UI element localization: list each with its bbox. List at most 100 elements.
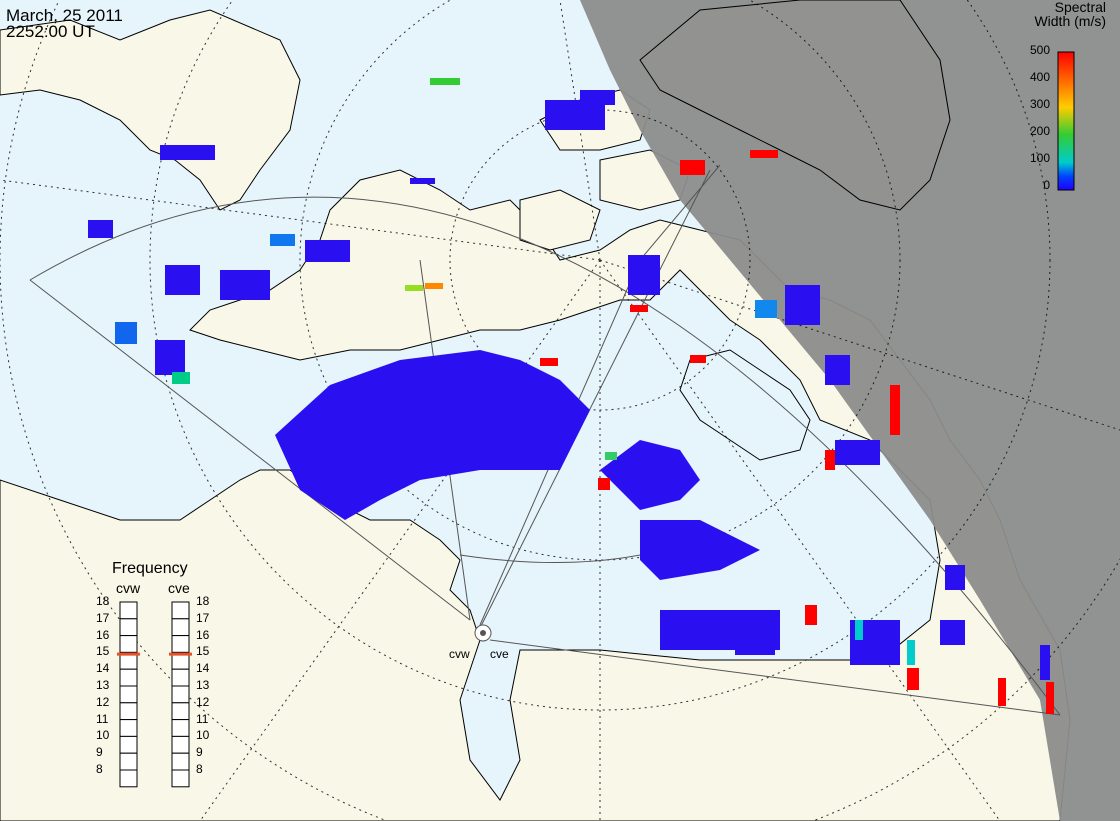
freq-scale-cell-cvw: [119, 601, 138, 620]
echo-east-2: [825, 355, 850, 385]
colorbar-tick: 200: [1029, 124, 1050, 138]
frequency-scales: [117, 601, 192, 788]
echo-alaska-2: [410, 178, 435, 184]
freq-tick-label-cve: 10: [196, 728, 210, 743]
echo-red-6: [907, 668, 919, 690]
freq-scale-cell-cve: [171, 601, 190, 620]
echo-cyan-2: [907, 640, 915, 665]
map-title: March, 25 2011 2252:00 UT: [6, 7, 123, 41]
meridian-2: [199, 259, 601, 821]
freq-scale-cell-cvw: [119, 685, 138, 704]
frequency-title: Frequency: [112, 560, 188, 577]
freq-scale-cell-cve: [171, 702, 190, 721]
echo-red-8: [1046, 682, 1054, 714]
freq-scale-cell-cvw: [119, 752, 138, 771]
greenland-outline: [639, 0, 951, 211]
colorbar-tick: 300: [1029, 97, 1050, 111]
echo-lightblue-3: [755, 300, 777, 318]
radar-site-dot: [480, 630, 486, 636]
echo-blob-central: [600, 440, 700, 510]
echo-red-1: [680, 160, 705, 175]
colorbar-gradient: [1057, 51, 1075, 191]
echo-east-1: [785, 285, 820, 325]
echo-red-12: [690, 355, 706, 363]
echo-bering-1: [155, 340, 185, 375]
freq-tick-label-cvw: 11: [96, 711, 109, 726]
freq-tick-label-cvw: 17: [96, 610, 110, 625]
freq-tick-label-cve: 12: [196, 694, 210, 709]
freq-tick-label-cve: 18: [196, 594, 210, 608]
freq-scale-cell-cve: [171, 719, 190, 737]
colorbar-tick: 0: [1043, 178, 1050, 192]
freq-tick-label-cvw: 15: [96, 644, 110, 659]
freq-scale-cell-cvw: [119, 635, 138, 653]
freq-scale-cell-cve: [171, 635, 190, 653]
fov-west-edge: [29, 279, 471, 621]
echo-bering-2: [220, 270, 270, 300]
freq-scale-cell-cve: [171, 735, 190, 754]
echo-lightblue-2: [115, 322, 137, 344]
freq-tick-label-cvw: 16: [96, 627, 110, 642]
freq-tick-label-cve: 15: [196, 644, 210, 659]
freq-tick-label-cvw: 10: [96, 728, 110, 743]
freq-tick-label-cve: 9: [196, 745, 203, 760]
echo-red-4: [825, 450, 835, 470]
radar-sites: cvw cve: [449, 624, 509, 661]
colorbar-title-line2: Width (m/s): [1034, 13, 1106, 29]
echo-green-2: [405, 285, 423, 291]
echo-chukchi: [88, 220, 113, 238]
echo-red-7: [998, 678, 1006, 706]
echo-band-4: [940, 620, 965, 645]
echo-band-3: [735, 620, 775, 655]
lat-circle-60: [149, 0, 1051, 711]
hudson-bay: [679, 349, 811, 461]
echo-red-9: [598, 478, 610, 490]
echo-lightblue-1: [270, 234, 295, 246]
fov-east-edge: [489, 639, 1061, 716]
freq-scale-cell-cvw: [119, 618, 138, 637]
high-width-echoes: [115, 78, 1054, 714]
echo-red-3: [890, 385, 900, 435]
echo-red-5: [805, 605, 817, 625]
echo-siberia: [160, 145, 215, 160]
freq-tick-label-cvw: 8: [96, 762, 103, 776]
freq-radar-cve: cve: [168, 580, 190, 596]
freq-scale-cell-cvw: [119, 719, 138, 737]
freq-scale-cell-cvw: [119, 769, 138, 788]
meridian-5: [599, 259, 1120, 431]
freq-tick-label-cve: 14: [196, 661, 210, 676]
freq-scale-cell-cve: [171, 685, 190, 704]
colorbar-tick: 500: [1029, 43, 1050, 57]
scatter-echoes: [88, 90, 1050, 680]
echo-red-11: [630, 305, 648, 312]
freq-tick-label-cve: 8: [196, 762, 203, 776]
meridian-1: [0, 179, 601, 261]
echo-east-4: [945, 565, 965, 590]
echo-blob-south: [640, 520, 760, 580]
echo-coast: [1040, 645, 1050, 680]
echo-arctic-2: [580, 90, 615, 105]
echo-red-2: [750, 150, 778, 158]
colorbar-tick: 100: [1029, 151, 1050, 165]
echo-alaska-1: [305, 240, 350, 262]
fov-near-arc: [459, 554, 641, 563]
freq-tick-label-cvw: 18: [96, 594, 110, 608]
cve-beam-edge-2: [479, 169, 711, 629]
freq-scale-cell-cvw: [119, 668, 138, 687]
echo-teal-1: [172, 372, 190, 384]
freq-scale-cell-cve: [171, 668, 190, 687]
meridian-6: [559, 0, 601, 261]
freq-scale-cell-cvw: [119, 702, 138, 721]
radar-fov: [29, 164, 1061, 716]
time-label: 2252:00 UT: [6, 22, 95, 41]
meridian-4: [599, 259, 1001, 821]
echo-east-3: [835, 440, 880, 465]
echo-cyan-1: [855, 620, 863, 640]
freq-scale-cell-cve: [171, 769, 190, 788]
radar-label-cvw: cvw: [449, 647, 470, 661]
night-shading: [580, 0, 1120, 821]
radar-label-cve: cve: [490, 647, 509, 661]
